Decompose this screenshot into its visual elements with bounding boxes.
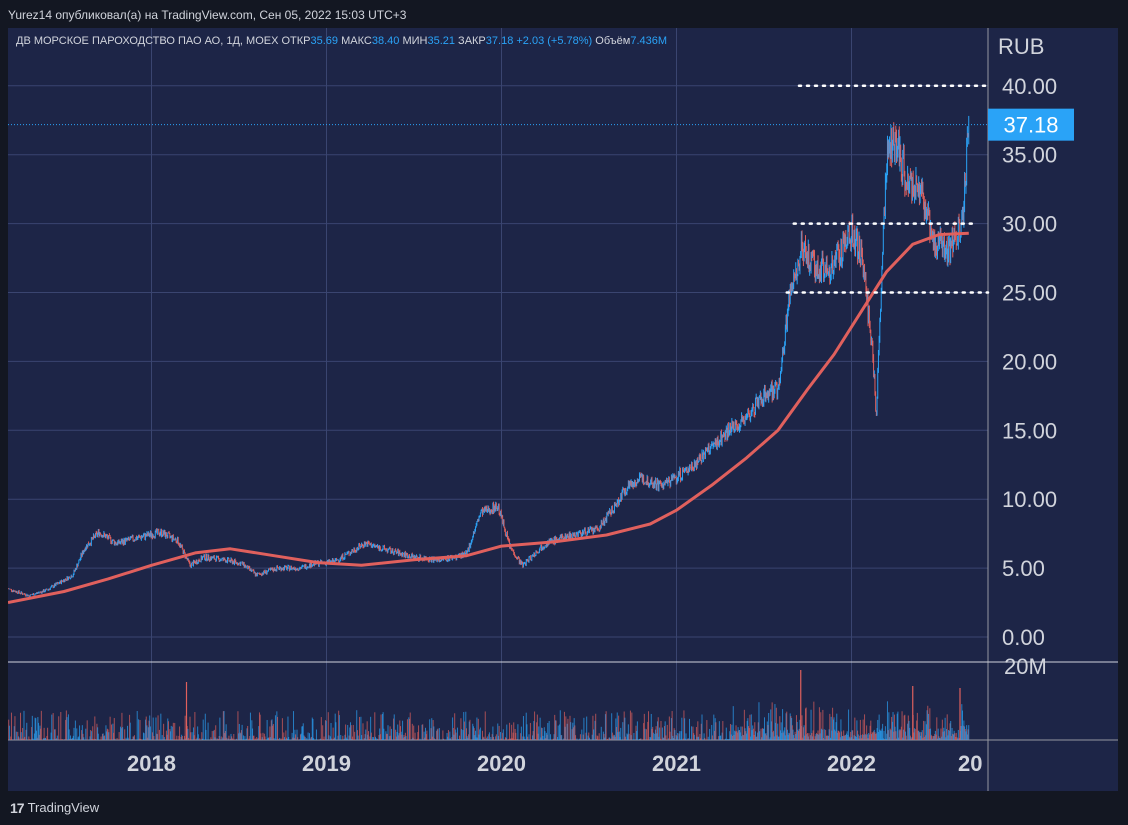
chart-svg[interactable]: 37.18 0.00 5.00 10.00 15.00 20.00 25.00 30.00 35… [8, 28, 1118, 791]
open-label: ОТКР [281, 35, 311, 47]
x-tick-label-0: 2018 [127, 751, 176, 776]
ohlc-legend: ДВ МОРСКОЕ ПАРОХОДСТВО ПАО АО, 1Д, MOEX … [16, 35, 667, 47]
publish-info: Yurez14 опубликовал(а) на TradingView.co… [8, 5, 406, 25]
last-price-box [988, 108, 1074, 141]
last-price-label: 37.18 [1003, 113, 1058, 138]
low-label: МИН [402, 35, 428, 47]
y-tick-label-2: 10.00 [1002, 487, 1057, 512]
close-value: 37.18 [485, 35, 514, 47]
y-tick-label-4: 20.00 [1002, 349, 1057, 374]
footer-brand: TradingView [27, 800, 100, 815]
y-tick-label-5: 25.00 [1002, 281, 1057, 306]
chart-frame[interactable]: 37.18 0.00 5.00 10.00 15.00 20.00 25.00 30.00 35… [8, 28, 1118, 791]
y-tick-label-6: 30.00 [1002, 212, 1057, 237]
close-label: ЗАКР [458, 35, 486, 47]
low-value: 35.21 [427, 35, 455, 47]
symbol-title: ДВ МОРСКОЕ ПАРОХОДСТВО ПАО АО, 1Д, MOEX [16, 35, 279, 47]
x-tick-label-5: 20 [958, 751, 982, 776]
publish-line: Yurez14 опубликовал(а) на TradingView.co… [8, 8, 407, 22]
x-tick-label-3: 2021 [652, 751, 701, 776]
y-tick-label-7: 35.00 [1002, 143, 1057, 168]
x-tick-label-2: 2020 [477, 751, 526, 776]
change-value: +2.03 (+5.78%) [516, 35, 593, 47]
open-value: 35.69 [310, 35, 339, 47]
currency-label: RUB [998, 34, 1044, 59]
y-tick-label-3: 15.00 [1002, 418, 1057, 443]
y-tick-label-1: 5.00 [1002, 556, 1045, 581]
volume-label: Объём [595, 35, 631, 47]
volume-value: 7.436M [630, 35, 668, 47]
high-value: 38.40 [371, 35, 400, 47]
tradingview-logo-icon: 17 [10, 800, 25, 816]
volume-tick-label: 20M [1004, 654, 1047, 679]
high-label: МАКС [341, 35, 372, 47]
x-tick-label-1: 2019 [302, 751, 351, 776]
y-tick-label-8: 40.00 [1002, 74, 1057, 99]
moving-average-line [8, 231, 969, 604]
footer: 17 TradingView [10, 798, 99, 818]
y-tick-label-0: 0.00 [1002, 625, 1045, 650]
x-tick-label-4: 2022 [827, 751, 876, 776]
